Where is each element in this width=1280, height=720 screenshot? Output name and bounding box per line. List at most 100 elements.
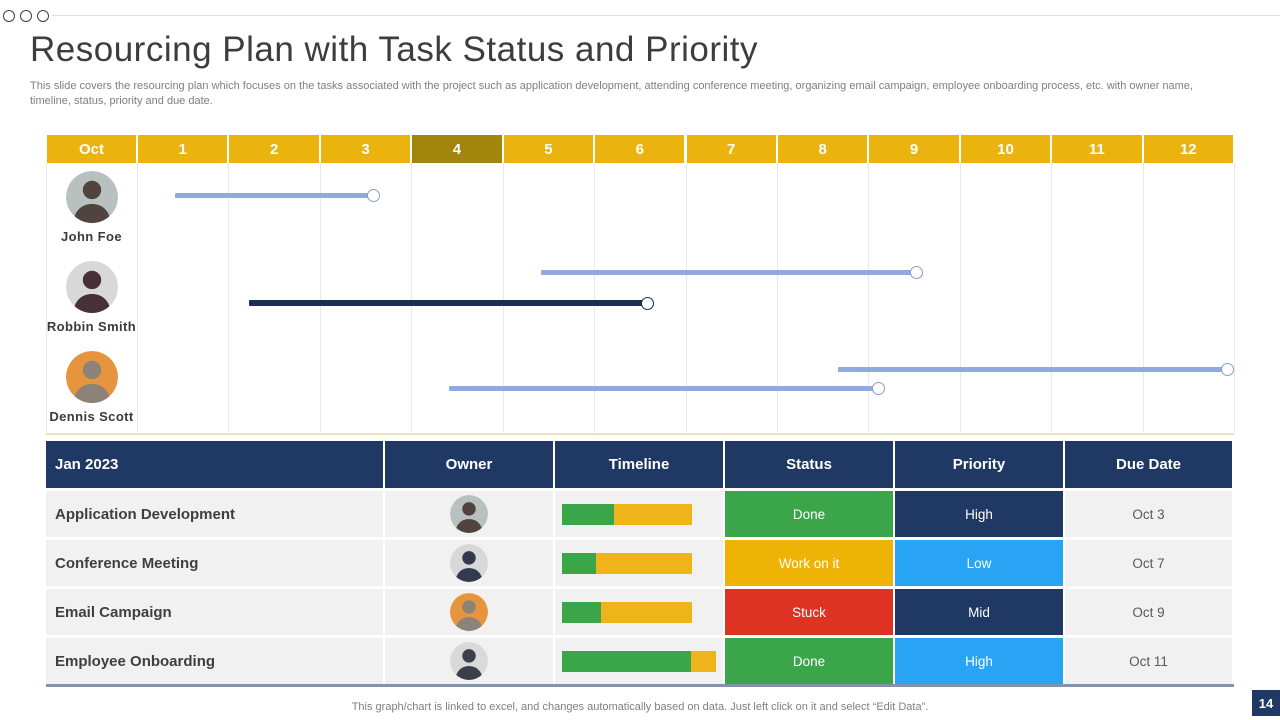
owner-avatar	[450, 642, 488, 680]
task-name-cell: Conference Meeting	[46, 540, 383, 586]
gantt-gridline	[777, 163, 778, 433]
gantt-chart: Oct 1 2 3 4 5 6 7 8 9 10 11 12 John Foe Robbin Smith De…	[46, 135, 1235, 435]
due-date-cell: Oct 7	[1065, 540, 1232, 586]
timeline-bar-remaining-segment	[614, 503, 692, 525]
task-name-cell: Employee Onboarding	[46, 638, 383, 684]
status-cell: Work on it	[725, 540, 893, 586]
top-divider-line	[52, 15, 1280, 16]
table-header-status: Status	[725, 441, 893, 488]
timeline-bar-remaining-segment	[691, 650, 716, 672]
task-name-cell: Email Campaign	[46, 589, 383, 635]
table-header-timeline: Timeline	[555, 441, 723, 488]
window-dot-icon	[3, 10, 15, 22]
gantt-bar-light	[449, 386, 879, 391]
gantt-bar-end-marker	[1221, 363, 1234, 376]
gantt-month-cell: Oct	[47, 135, 136, 163]
gantt-gridline	[960, 163, 961, 433]
priority-badge: High	[965, 653, 993, 669]
owner-cell	[385, 589, 553, 635]
gantt-day-cell: 6	[595, 135, 685, 163]
page-title: Resourcing Plan with Task Status and Pri…	[30, 30, 759, 69]
priority-badge: Low	[966, 555, 992, 571]
owner-avatar	[450, 544, 488, 582]
gantt-bar-light	[175, 193, 373, 198]
gantt-gridline	[686, 163, 687, 433]
timeline-bar	[562, 503, 692, 525]
gantt-day-cell-highlighted: 4	[412, 135, 502, 163]
gantt-gridline	[137, 163, 138, 433]
timeline-bar	[562, 650, 716, 672]
due-date-cell: Oct 11	[1065, 638, 1232, 684]
due-date-cell: Oct 3	[1065, 491, 1232, 537]
due-date-cell: Oct 9	[1065, 589, 1232, 635]
gantt-day-cell: 3	[320, 135, 411, 163]
timeline-bar	[562, 552, 692, 574]
gantt-gridline	[868, 163, 869, 433]
gantt-resource-robbin-smith: Robbin Smith	[46, 261, 137, 334]
timeline-bar-remaining-segment	[595, 552, 692, 574]
gantt-bar-light	[541, 270, 917, 275]
gantt-resource-dennis-scott: Dennis Scott	[46, 351, 137, 424]
gantt-day-cell: 8	[777, 135, 868, 163]
priority-cell: Low	[895, 540, 1063, 586]
gantt-gridline	[1051, 163, 1052, 433]
status-badge: Done	[792, 506, 826, 522]
gantt-gridline	[228, 163, 229, 433]
owner-cell	[385, 491, 553, 537]
gantt-resource-john-foe: John Foe	[46, 171, 137, 244]
owner-avatar	[450, 495, 488, 533]
gantt-day-cell: 9	[869, 135, 959, 163]
gantt-gridline	[1234, 163, 1235, 433]
gantt-bar-light	[838, 367, 1227, 372]
gantt-gridline	[46, 163, 47, 433]
gantt-day-cell: 10	[960, 135, 1051, 163]
timeline-bar-remaining-segment	[601, 601, 692, 623]
resource-name: Dennis Scott	[49, 409, 134, 424]
table-header-priority: Priority	[895, 441, 1063, 488]
timeline-cell	[555, 638, 723, 684]
timeline-bar-done-segment	[562, 503, 614, 525]
gantt-gridline	[503, 163, 504, 433]
avatar-dennis-scott	[65, 351, 118, 403]
timeline-cell	[555, 491, 723, 537]
owner-cell	[385, 540, 553, 586]
table-bottom-border	[46, 684, 1234, 687]
footer-note: This graph/chart is linked to excel, and…	[351, 701, 929, 713]
gantt-day-cell: 5	[503, 135, 594, 163]
status-cell: Stuck	[725, 589, 893, 635]
timeline-bar	[562, 601, 692, 623]
gantt-bar-end-marker	[872, 382, 885, 395]
gantt-day-cell: 1	[138, 135, 228, 163]
task-name-cell: Application Development	[46, 491, 383, 537]
gantt-day-cell: 2	[229, 135, 319, 163]
avatar-robbin-smith	[65, 261, 118, 313]
owner-avatar	[450, 593, 488, 631]
status-cell: Done	[725, 491, 893, 537]
gantt-gridline	[411, 163, 412, 433]
table-header-owner: Owner	[385, 441, 553, 488]
gantt-day-cell: 7	[686, 135, 776, 163]
timeline-bar-done-segment	[562, 601, 601, 623]
page-number-badge: 14	[1252, 690, 1280, 716]
gantt-day-cell: 12	[1143, 135, 1233, 163]
status-cell: Done	[725, 638, 893, 684]
resource-name: John Foe	[61, 229, 122, 244]
priority-badge: High	[965, 506, 993, 522]
gantt-bar-dark	[249, 300, 647, 306]
priority-cell: High	[895, 491, 1063, 537]
timeline-bar-done-segment	[562, 552, 596, 574]
gantt-bar-end-marker	[910, 266, 923, 279]
owner-cell	[385, 638, 553, 684]
timeline-bar-done-segment	[562, 650, 692, 672]
priority-cell: Mid	[895, 589, 1063, 635]
priority-badge: Mid	[968, 604, 990, 620]
gantt-bar-end-marker	[641, 297, 654, 310]
table-header-due-date: Due Date	[1065, 441, 1232, 488]
resource-name: Robbin Smith	[46, 319, 137, 334]
gantt-day-cell: 11	[1052, 135, 1142, 163]
gantt-bottom-border	[46, 433, 1234, 435]
gantt-bar-end-marker	[367, 189, 380, 202]
status-badge: Done	[792, 653, 826, 669]
gantt-gridline	[320, 163, 321, 433]
status-badge: Work on it	[778, 555, 840, 571]
